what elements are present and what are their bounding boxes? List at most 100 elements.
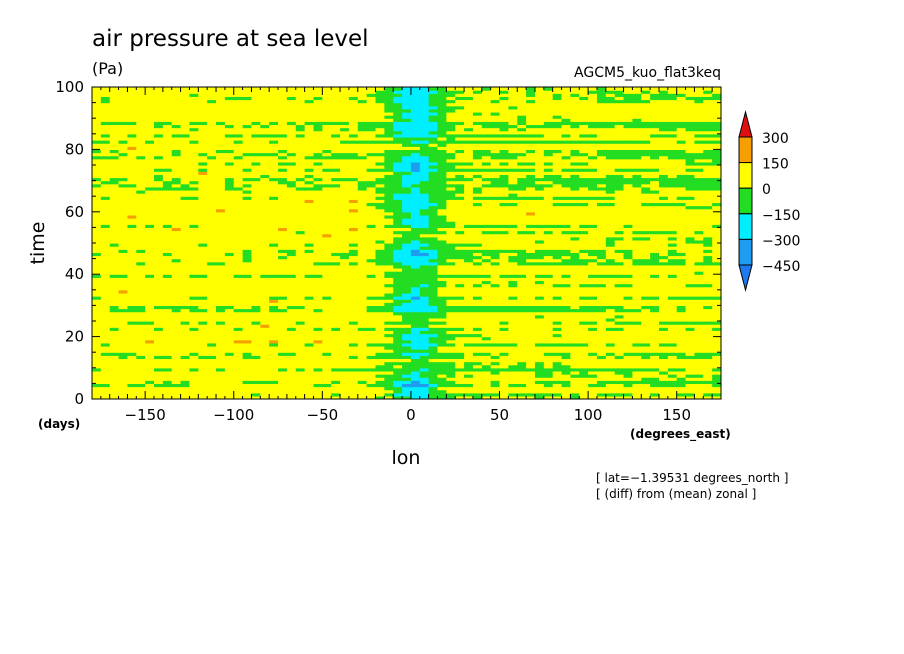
heatmap-cell [499, 264, 509, 269]
heatmap-cell [481, 227, 492, 232]
heatmap-cell [623, 280, 634, 285]
heatmap-cell [171, 249, 182, 253]
heatmap-cell [614, 202, 625, 207]
heatmap-cell [490, 186, 501, 191]
heatmap-cell [357, 224, 368, 228]
heatmap-cell [641, 299, 651, 303]
heatmap-cell [596, 233, 607, 238]
heatmap-cell [703, 274, 713, 278]
heatmap-cell [189, 211, 199, 216]
heatmap-cell [216, 336, 226, 341]
heatmap-cell [508, 299, 518, 303]
heatmap-cell [561, 349, 571, 353]
heatmap-cell [410, 364, 421, 369]
heatmap-cell [216, 211, 226, 216]
heatmap-cell [118, 314, 129, 319]
heatmap-cell [614, 283, 625, 288]
heatmap-cell [508, 395, 518, 399]
heatmap-cell [419, 243, 430, 247]
heatmap-cell [118, 349, 129, 353]
heatmap-cell [313, 286, 323, 291]
heatmap-cell [162, 189, 173, 194]
heatmap-cell [694, 202, 704, 207]
heatmap-cell [180, 358, 191, 363]
heatmap-cell [224, 239, 235, 244]
heatmap-cell [278, 355, 288, 360]
heatmap-cell [340, 267, 350, 272]
heatmap-cell [632, 308, 642, 313]
heatmap-cell [596, 243, 607, 247]
heatmap-cell [694, 205, 704, 210]
heatmap-cell [198, 305, 208, 310]
heatmap-cell [340, 352, 350, 356]
heatmap-cell [251, 252, 261, 257]
heatmap-cell [694, 317, 704, 322]
heatmap-cell [588, 299, 598, 303]
heatmap-cell [712, 283, 721, 288]
heatmap-cell [464, 339, 474, 344]
heatmap-cell [375, 308, 385, 313]
heatmap-cell [180, 355, 191, 360]
heatmap-cell [437, 299, 447, 303]
heatmap-cell [331, 302, 341, 306]
heatmap-cell [650, 183, 660, 188]
heatmap-cell [109, 299, 120, 303]
heatmap-cell [154, 286, 164, 291]
heatmap-cell [623, 361, 634, 366]
heatmap-cell [428, 239, 439, 244]
heatmap-cell [499, 305, 509, 310]
heatmap-cell [676, 311, 687, 316]
heatmap-cell [534, 314, 545, 319]
heatmap-cell [667, 283, 678, 288]
heatmap-cell [216, 286, 226, 291]
heatmap-cell [667, 358, 678, 363]
heatmap-cell [366, 230, 377, 235]
heatmap-cell [295, 370, 306, 375]
heatmap-cell [658, 308, 669, 313]
heatmap-cell [499, 236, 509, 241]
heatmap-cell [596, 202, 607, 207]
heatmap-cell [100, 349, 111, 353]
heatmap-cell [703, 299, 713, 303]
heatmap-cell [402, 314, 412, 319]
heatmap-cell [437, 211, 447, 216]
heatmap-cell [118, 361, 129, 366]
heatmap-cell [136, 311, 146, 316]
heatmap-cell [508, 277, 518, 282]
heatmap-cell [703, 308, 713, 313]
heatmap-cell [703, 321, 713, 325]
heatmap-cell [348, 264, 359, 269]
heatmap-cell [526, 330, 536, 335]
heatmap-cell [579, 311, 589, 316]
heatmap-cell [189, 330, 199, 335]
heatmap-cell [269, 255, 279, 260]
heatmap-cell [694, 258, 704, 263]
heatmap-cell [455, 267, 465, 272]
heatmap-cell [543, 352, 554, 356]
heatmap-cell [145, 327, 155, 331]
heatmap-cell [561, 374, 571, 378]
heatmap-cell [251, 330, 261, 335]
heatmap-cell [437, 218, 447, 222]
heatmap-cell [499, 280, 509, 285]
heatmap-cell [109, 336, 120, 341]
heatmap-cell [712, 296, 721, 300]
heatmap-cell [703, 336, 713, 341]
heatmap-cell [304, 211, 315, 216]
heatmap-cell [534, 370, 545, 375]
heatmap-cell [145, 249, 155, 253]
heatmap-cell [428, 370, 439, 375]
heatmap-cell [579, 196, 589, 200]
heatmap-cell [694, 280, 704, 285]
heatmap-cell [410, 389, 421, 394]
heatmap-cell [667, 292, 678, 297]
heatmap-cell [402, 261, 412, 266]
heatmap-cell [685, 271, 696, 275]
heatmap-cell [127, 286, 137, 291]
heatmap-cell [650, 370, 660, 375]
heatmap-cell [685, 296, 696, 300]
heatmap-cell [127, 227, 137, 232]
heatmap-cell [632, 352, 642, 356]
heatmap-cell [596, 211, 607, 216]
heatmap-cell [410, 342, 421, 347]
